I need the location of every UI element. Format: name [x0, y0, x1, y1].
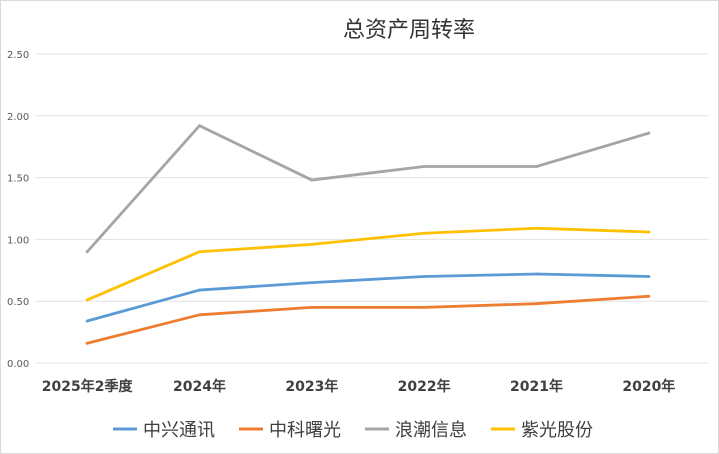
data-point — [85, 341, 89, 345]
x-tick-label: 2020年 — [622, 378, 675, 395]
data-point — [535, 226, 538, 230]
data-point — [198, 124, 201, 128]
series-line-4 — [85, 226, 651, 302]
legend-label: 中科曙光 — [269, 420, 341, 441]
data-point — [85, 298, 89, 302]
data-point — [310, 305, 314, 309]
legend-label: 紫光股份 — [521, 420, 593, 441]
data-point — [310, 178, 314, 182]
data-point — [647, 230, 651, 234]
series-line-3 — [85, 124, 651, 254]
y-tick-label: 2.00 — [7, 112, 29, 123]
data-point — [647, 294, 651, 298]
series-line-1 — [85, 272, 651, 323]
data-point — [422, 165, 426, 168]
y-tick-label: 0.00 — [7, 359, 29, 370]
series-line-2 — [85, 294, 651, 345]
x-tick-label: 2025年2季度 — [42, 378, 134, 395]
x-tick-label: 2023年 — [285, 378, 338, 395]
data-point — [422, 275, 426, 278]
y-tick-label: 1.00 — [7, 235, 29, 246]
y-tick-label: 2.50 — [7, 50, 29, 61]
data-point — [647, 131, 651, 135]
data-point — [85, 250, 89, 254]
y-tick-label: 0.50 — [7, 297, 29, 308]
data-point — [422, 231, 426, 235]
legend-label: 浪潮信息 — [395, 420, 467, 441]
data-point — [198, 250, 201, 254]
data-point — [310, 242, 314, 246]
data-point — [198, 313, 201, 317]
data-point — [535, 302, 538, 306]
x-tick-label: 2022年 — [398, 378, 451, 395]
legend-label: 中兴通讯 — [143, 420, 215, 441]
data-point — [198, 288, 201, 292]
x-tick-label: 2021年 — [510, 378, 563, 395]
data-point — [422, 305, 426, 309]
chart-title: 总资产周转率 — [343, 18, 475, 43]
data-point — [310, 281, 314, 285]
y-tick-label: 1.50 — [7, 174, 29, 185]
data-point — [535, 272, 538, 276]
data-point — [535, 165, 538, 168]
x-tick-label: 2024年 — [173, 378, 226, 395]
data-point — [647, 275, 651, 278]
data-point — [85, 319, 89, 323]
